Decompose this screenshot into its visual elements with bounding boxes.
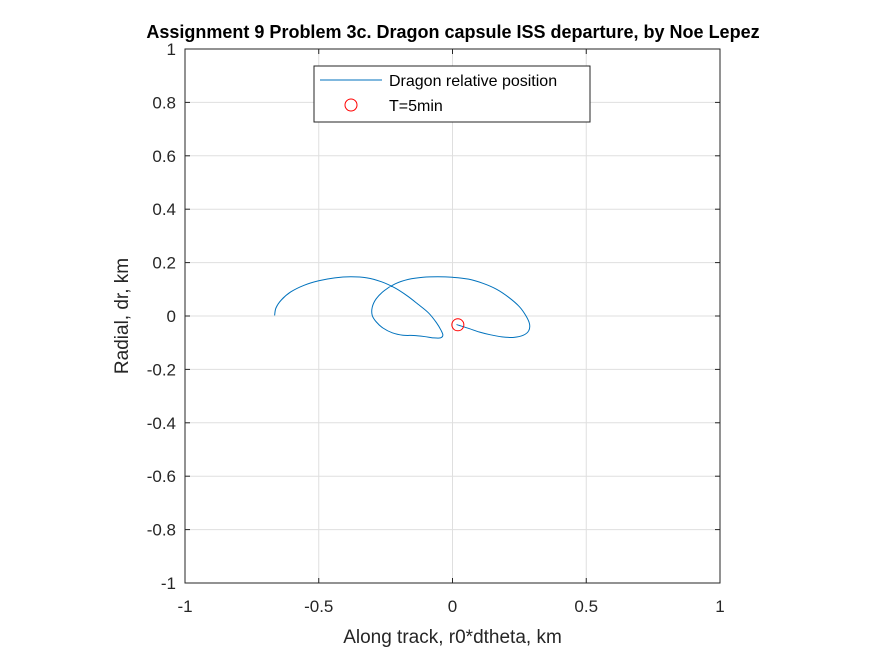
y-tick-label: -0.6 (147, 467, 176, 486)
legend-marker-swatch (344, 98, 358, 112)
x-tick-label: 0.5 (574, 597, 598, 616)
plot-area (184, 48, 721, 584)
y-tick-label: 0.8 (152, 93, 176, 112)
y-tick-label: 0.4 (152, 200, 176, 219)
x-tick-label: -0.5 (304, 597, 333, 616)
y-tick-label: -0.8 (147, 521, 176, 540)
chart-title: Assignment 9 Problem 3c. Dragon capsule … (146, 22, 759, 42)
y-tick-label: 0.2 (152, 254, 176, 273)
x-axis-label: Along track, r0*dtheta, km (343, 627, 562, 648)
series-line-dragon-relative-position (274, 276, 531, 339)
legend-entry-dragon: Dragon relative position (389, 73, 557, 90)
x-tick-label: 1 (715, 597, 724, 616)
legend: Dragon relative position T=5min (313, 65, 591, 123)
x-tick-label: 0 (448, 597, 457, 616)
x-tick-label: -1 (177, 597, 192, 616)
series-layer (274, 276, 531, 339)
x-tick-labels: -1 -0.5 0 0.5 1 (177, 597, 724, 616)
legend-box (313, 65, 591, 123)
legend-entry-t5min: T=5min (389, 98, 443, 115)
y-tick-label: 1 (167, 40, 176, 59)
y-axis-label: Radial, dr, km (112, 258, 133, 374)
y-tick-label: -1 (161, 574, 176, 593)
marker-t5min (451, 318, 465, 332)
y-tick-label: 0 (167, 307, 176, 326)
y-tick-label: 0.6 (152, 147, 176, 166)
y-tick-label: -0.2 (147, 360, 176, 379)
tick-marks (184, 48, 721, 584)
y-tick-label: -0.4 (147, 414, 176, 433)
y-tick-labels: -1 -0.8 -0.6 -0.4 -0.2 0 0.2 0.4 0.6 0.8… (147, 40, 176, 593)
